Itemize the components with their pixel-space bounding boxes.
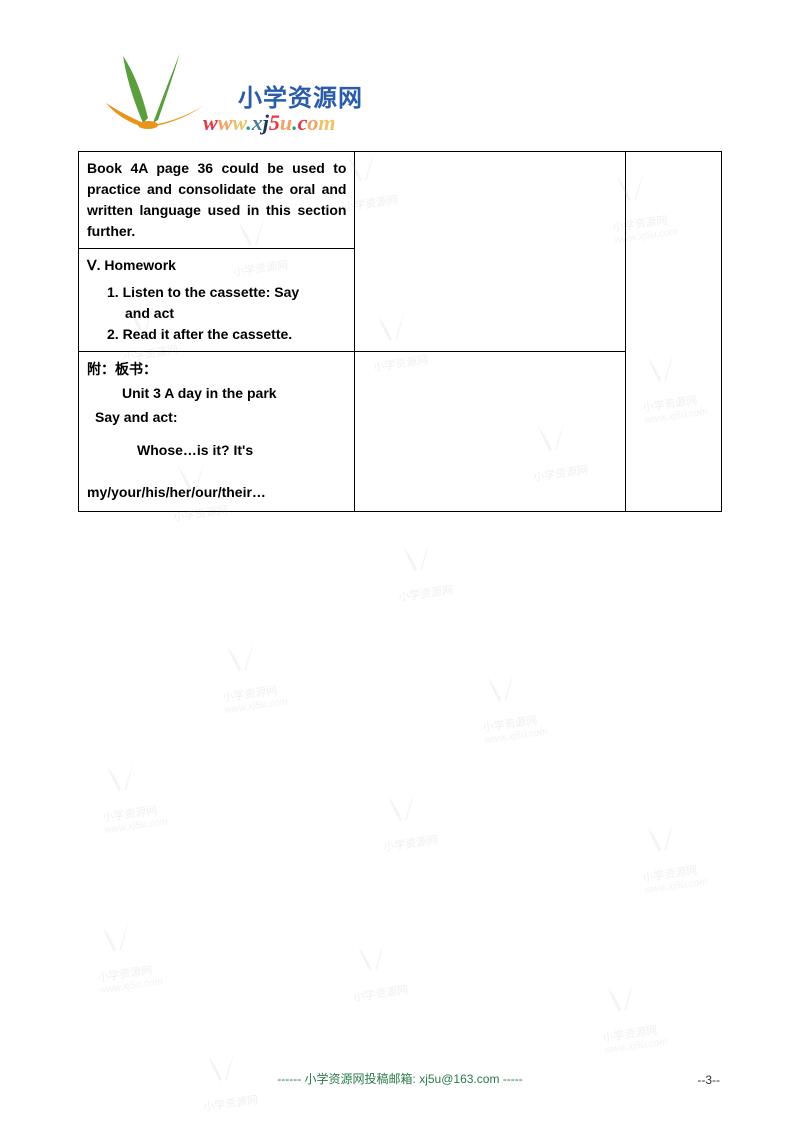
board-heading: 附：板书：: [87, 358, 346, 382]
watermark-icon: 小学资源网: [346, 936, 414, 1005]
logo-header: 小学资源网 www.xj5u.com: [78, 48, 722, 143]
table-row: Book 4A page 36 could be used to practic…: [79, 152, 722, 249]
board-whose: Whose…is it? It's: [137, 439, 346, 463]
watermark-icon: 小学资源网 www.xj5u.com: [635, 816, 708, 896]
watermark-icon: 小学资源网 www.xj5u.com: [215, 636, 288, 716]
board-unit: Unit 3 A day in the park: [122, 382, 346, 406]
footer-text: ------ 小学资源网投稿邮箱: xj5u@163.com -----: [0, 1070, 800, 1087]
table-cell: [355, 152, 625, 249]
watermark-icon: 小学资源网: [376, 786, 444, 855]
watermark-icon: 小学资源网 www.xj5u.com: [90, 916, 163, 996]
logo-cn-text: 小学资源网: [238, 78, 363, 113]
watermark-icon: 小学资源网 www.xj5u.com: [475, 666, 548, 746]
watermark-icon: 小学资源网 www.xj5u.com: [595, 976, 668, 1056]
homework-item-2: 2. Read it after the cassette.: [107, 324, 346, 345]
table-cell: Book 4A page 36 could be used to practic…: [79, 152, 355, 249]
content-table: Book 4A page 36 could be used to practic…: [78, 151, 722, 512]
homework-item-1-line2: and act: [125, 303, 346, 324]
practice-text: Book 4A page 36 could be used to practic…: [87, 158, 346, 242]
table-cell: [355, 352, 625, 512]
board-my: my/your/his/her/our/their…: [87, 481, 346, 505]
watermark-icon: 小学资源网 www.xj5u.com: [95, 756, 168, 836]
logo-url: www.xj5u.com: [203, 110, 336, 136]
table-cell: [625, 152, 721, 512]
watermark-icon: 小学资源网: [391, 536, 459, 605]
table-cell: Ⅴ. Homework 1. Listen to the cassette: S…: [79, 249, 355, 352]
homework-heading: Ⅴ. Homework: [87, 255, 346, 276]
table-cell: 附：板书： Unit 3 A day in the park Say and a…: [79, 352, 355, 512]
page-number: --3--: [697, 1073, 720, 1087]
table-cell: [355, 249, 625, 352]
board-say: Say and act:: [95, 406, 346, 430]
homework-item-1-line1: 1. Listen to the cassette: Say: [107, 282, 346, 303]
